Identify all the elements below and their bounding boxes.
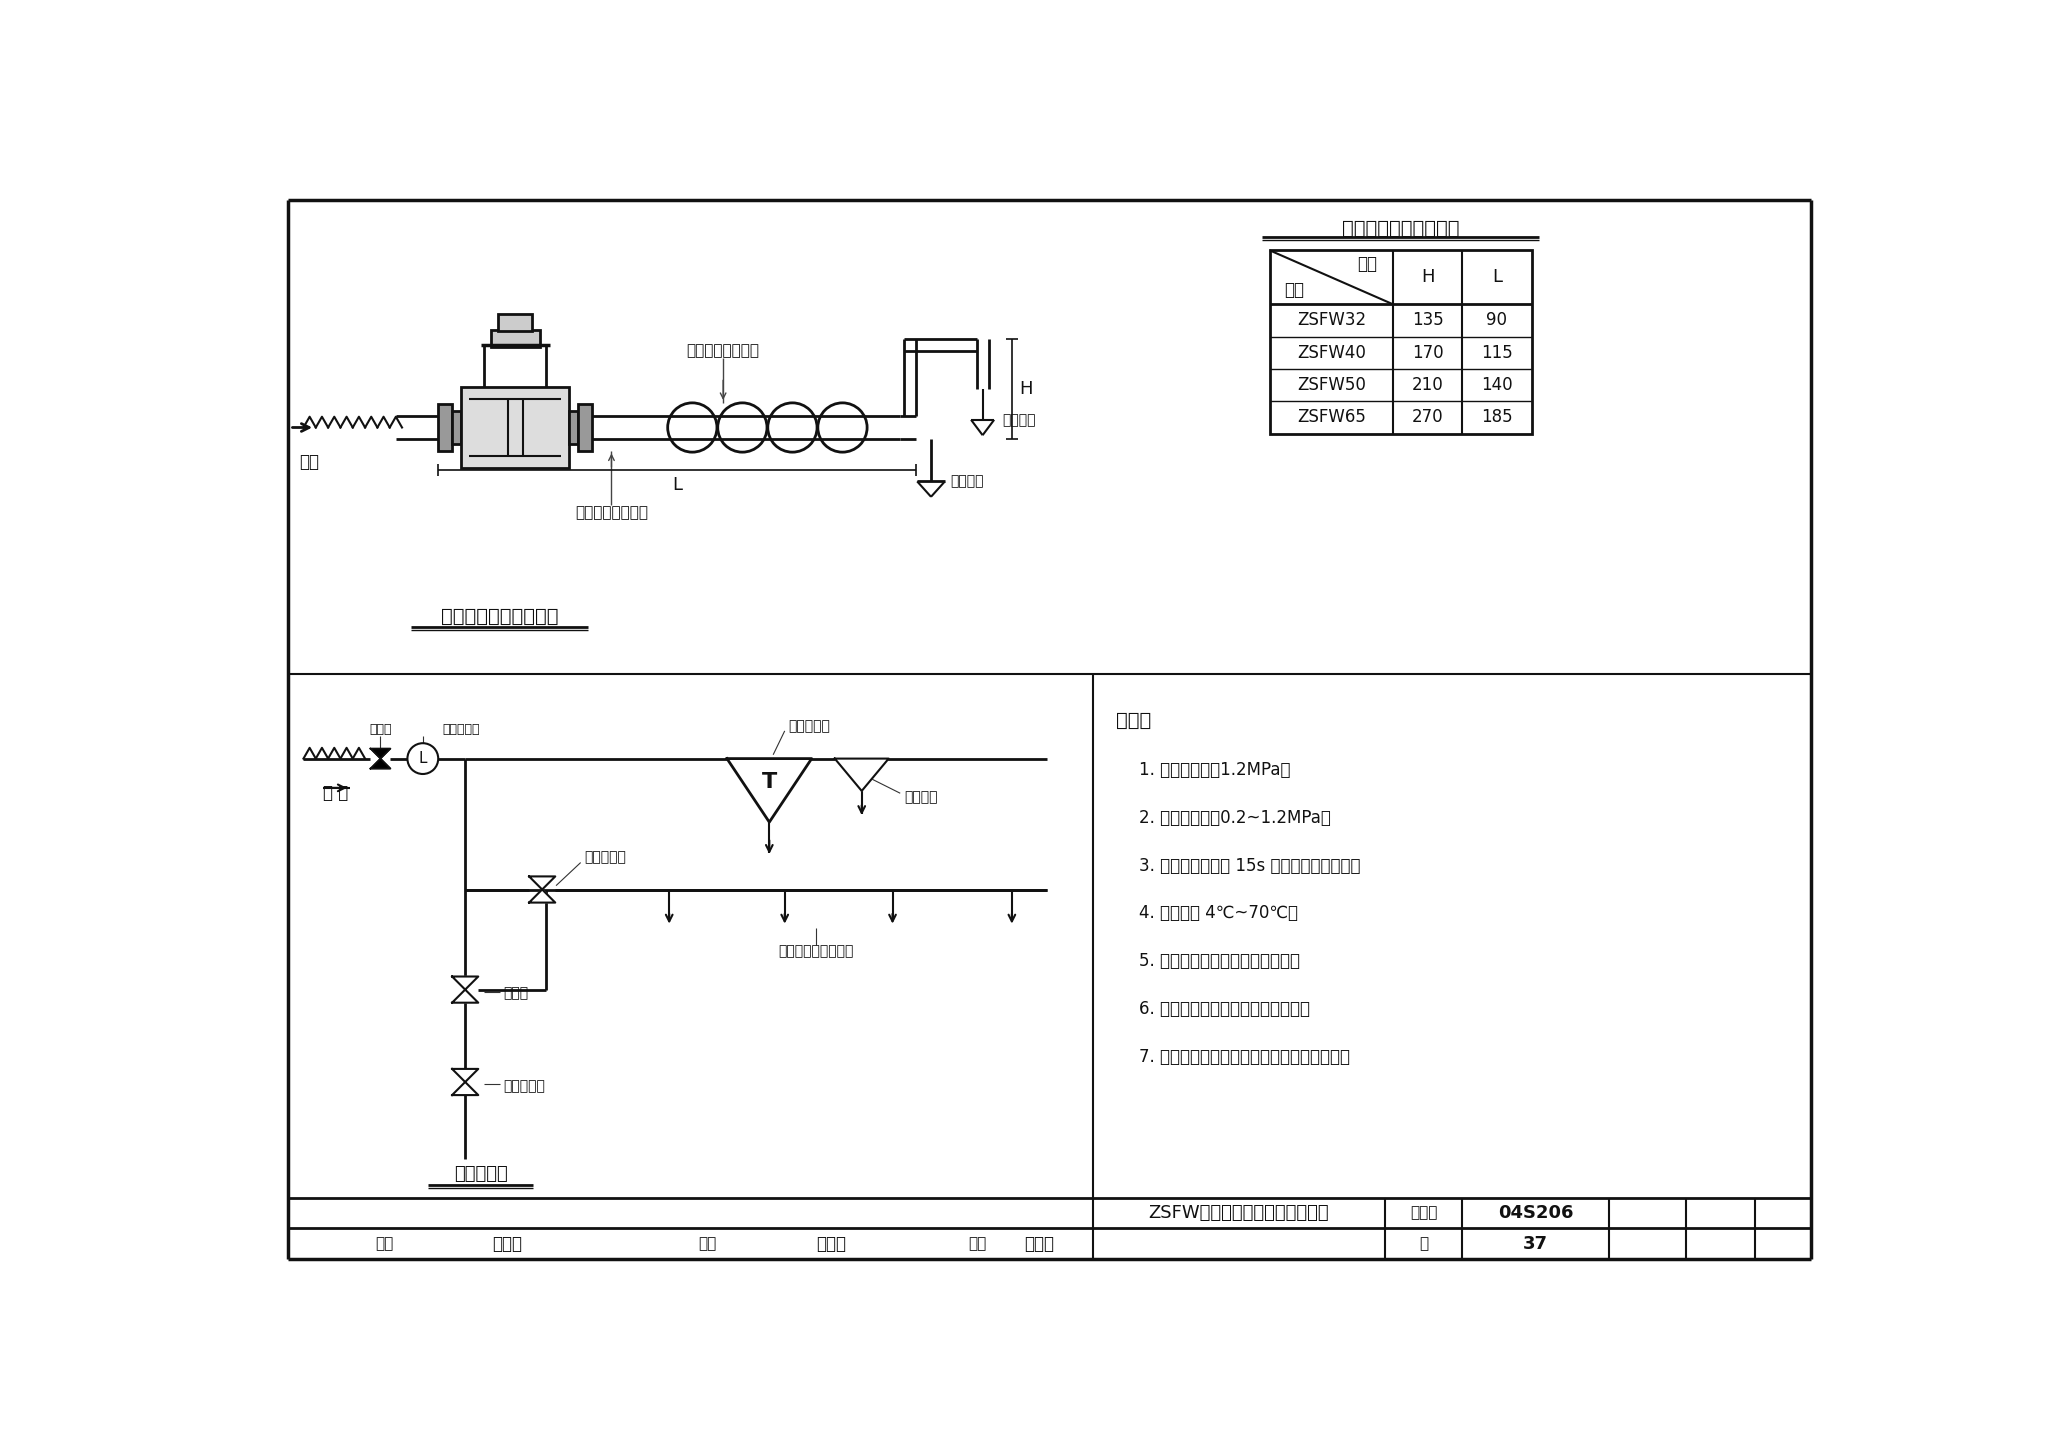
Polygon shape — [836, 759, 889, 790]
Bar — [1270, 250, 1532, 434]
Circle shape — [408, 743, 438, 775]
Polygon shape — [371, 759, 391, 769]
Bar — [438, 405, 453, 451]
Text: 感温释放阀安装尺寸表: 感温释放阀安装尺寸表 — [1341, 220, 1460, 238]
Polygon shape — [371, 749, 391, 759]
Text: 115: 115 — [1481, 344, 1513, 361]
Text: 试验信号阀: 试验信号阀 — [584, 850, 627, 864]
Text: 7. 喷头与被保护对象的距离由喷头型号确定。: 7. 喷头与被保护对象的距离由喷头型号确定。 — [1139, 1048, 1350, 1065]
Text: 水幕喷头或开式喷头: 水幕喷头或开式喷头 — [778, 944, 854, 958]
Text: 感温释放阀: 感温释放阀 — [788, 720, 829, 733]
Text: 乙州沖: 乙州沖 — [492, 1234, 522, 1253]
Text: 5. 本产品一般安装在配水干管上。: 5. 本产品一般安装在配水干管上。 — [1139, 952, 1300, 970]
Text: 37: 37 — [1524, 1234, 1548, 1253]
Text: 肉腾旬: 肉腾旬 — [1024, 1234, 1055, 1253]
Text: 135: 135 — [1411, 312, 1444, 329]
Text: 页: 页 — [1419, 1237, 1427, 1251]
Polygon shape — [453, 977, 479, 990]
Text: 信号阀: 信号阀 — [369, 722, 391, 736]
Text: ZSFW32: ZSFW32 — [1296, 312, 1366, 329]
Text: 系统示意图: 系统示意图 — [455, 1166, 508, 1183]
Text: 04S206: 04S206 — [1497, 1204, 1573, 1222]
Text: 170: 170 — [1411, 344, 1444, 361]
Polygon shape — [528, 890, 555, 903]
Text: 90: 90 — [1487, 312, 1507, 329]
Text: ZSFW系列感温释放阀安装示意图: ZSFW系列感温释放阀安装示意图 — [1149, 1204, 1329, 1222]
Text: H: H — [1421, 269, 1434, 286]
Text: 水幕喷头: 水幕喷头 — [950, 474, 983, 488]
Bar — [578, 405, 592, 451]
Bar — [453, 410, 461, 445]
Text: 水流指示器: 水流指示器 — [442, 722, 479, 736]
Text: 水幕喷头配水支管: 水幕喷头配水支管 — [686, 342, 760, 358]
Bar — [492, 329, 541, 347]
Text: 270: 270 — [1411, 409, 1444, 426]
Text: 设计: 设计 — [969, 1237, 987, 1251]
Text: ZSFW50: ZSFW50 — [1296, 376, 1366, 394]
Text: 185: 185 — [1481, 409, 1513, 426]
Polygon shape — [727, 759, 811, 822]
Text: L: L — [418, 751, 428, 766]
Polygon shape — [453, 1069, 479, 1082]
Text: 2. 工作压力范围0.2~1.2MPa。: 2. 工作压力范围0.2~1.2MPa。 — [1139, 809, 1331, 827]
Text: ZSFW40: ZSFW40 — [1296, 344, 1366, 361]
Polygon shape — [528, 877, 555, 890]
Text: 图集号: 图集号 — [1411, 1205, 1438, 1221]
Text: 210: 210 — [1411, 376, 1444, 394]
Text: 手动开启阀来水管: 手动开启阀来水管 — [575, 504, 647, 520]
Bar — [498, 315, 532, 331]
Text: 3. 闭式喷头动作后 15s 内感温释放阀开启。: 3. 闭式喷头动作后 15s 内感温释放阀开启。 — [1139, 857, 1360, 874]
Text: T: T — [762, 772, 776, 792]
Bar — [461, 387, 569, 468]
Text: 试验阀: 试验阀 — [504, 987, 528, 1000]
Text: 型号: 型号 — [1284, 282, 1305, 299]
Text: 闭式喷头: 闭式喷头 — [1001, 413, 1036, 426]
Text: 感温释放阀安装示意图: 感温释放阀安装示意图 — [440, 607, 559, 626]
Text: 吕佰钢: 吕佰钢 — [815, 1234, 846, 1253]
Text: 说明：: 说明： — [1116, 711, 1151, 730]
Text: ZSFW65: ZSFW65 — [1296, 409, 1366, 426]
Text: 140: 140 — [1481, 376, 1513, 394]
Text: 尺寸: 尺寸 — [1358, 256, 1378, 273]
Text: L: L — [672, 477, 682, 494]
Bar — [569, 410, 578, 445]
Polygon shape — [453, 1082, 479, 1095]
Text: 手动开启阀: 手动开启阀 — [504, 1079, 545, 1092]
Polygon shape — [453, 990, 479, 1003]
Text: 审核: 审核 — [375, 1237, 393, 1251]
Text: 进 水: 进 水 — [324, 785, 348, 802]
Text: 校对: 校对 — [698, 1237, 717, 1251]
Text: L: L — [1493, 269, 1501, 286]
Text: 进水: 进水 — [299, 454, 319, 471]
Text: H: H — [1020, 380, 1032, 397]
Text: 闭式喷头: 闭式喷头 — [903, 790, 938, 803]
Text: 6. 水幕喷头安装应指向被保护对象。: 6. 水幕喷头安装应指向被保护对象。 — [1139, 1000, 1311, 1017]
Text: 4. 使用温度 4℃~70℃。: 4. 使用温度 4℃~70℃。 — [1139, 905, 1298, 922]
Text: 1. 额定工作压力1.2MPa。: 1. 额定工作压力1.2MPa。 — [1139, 762, 1290, 779]
